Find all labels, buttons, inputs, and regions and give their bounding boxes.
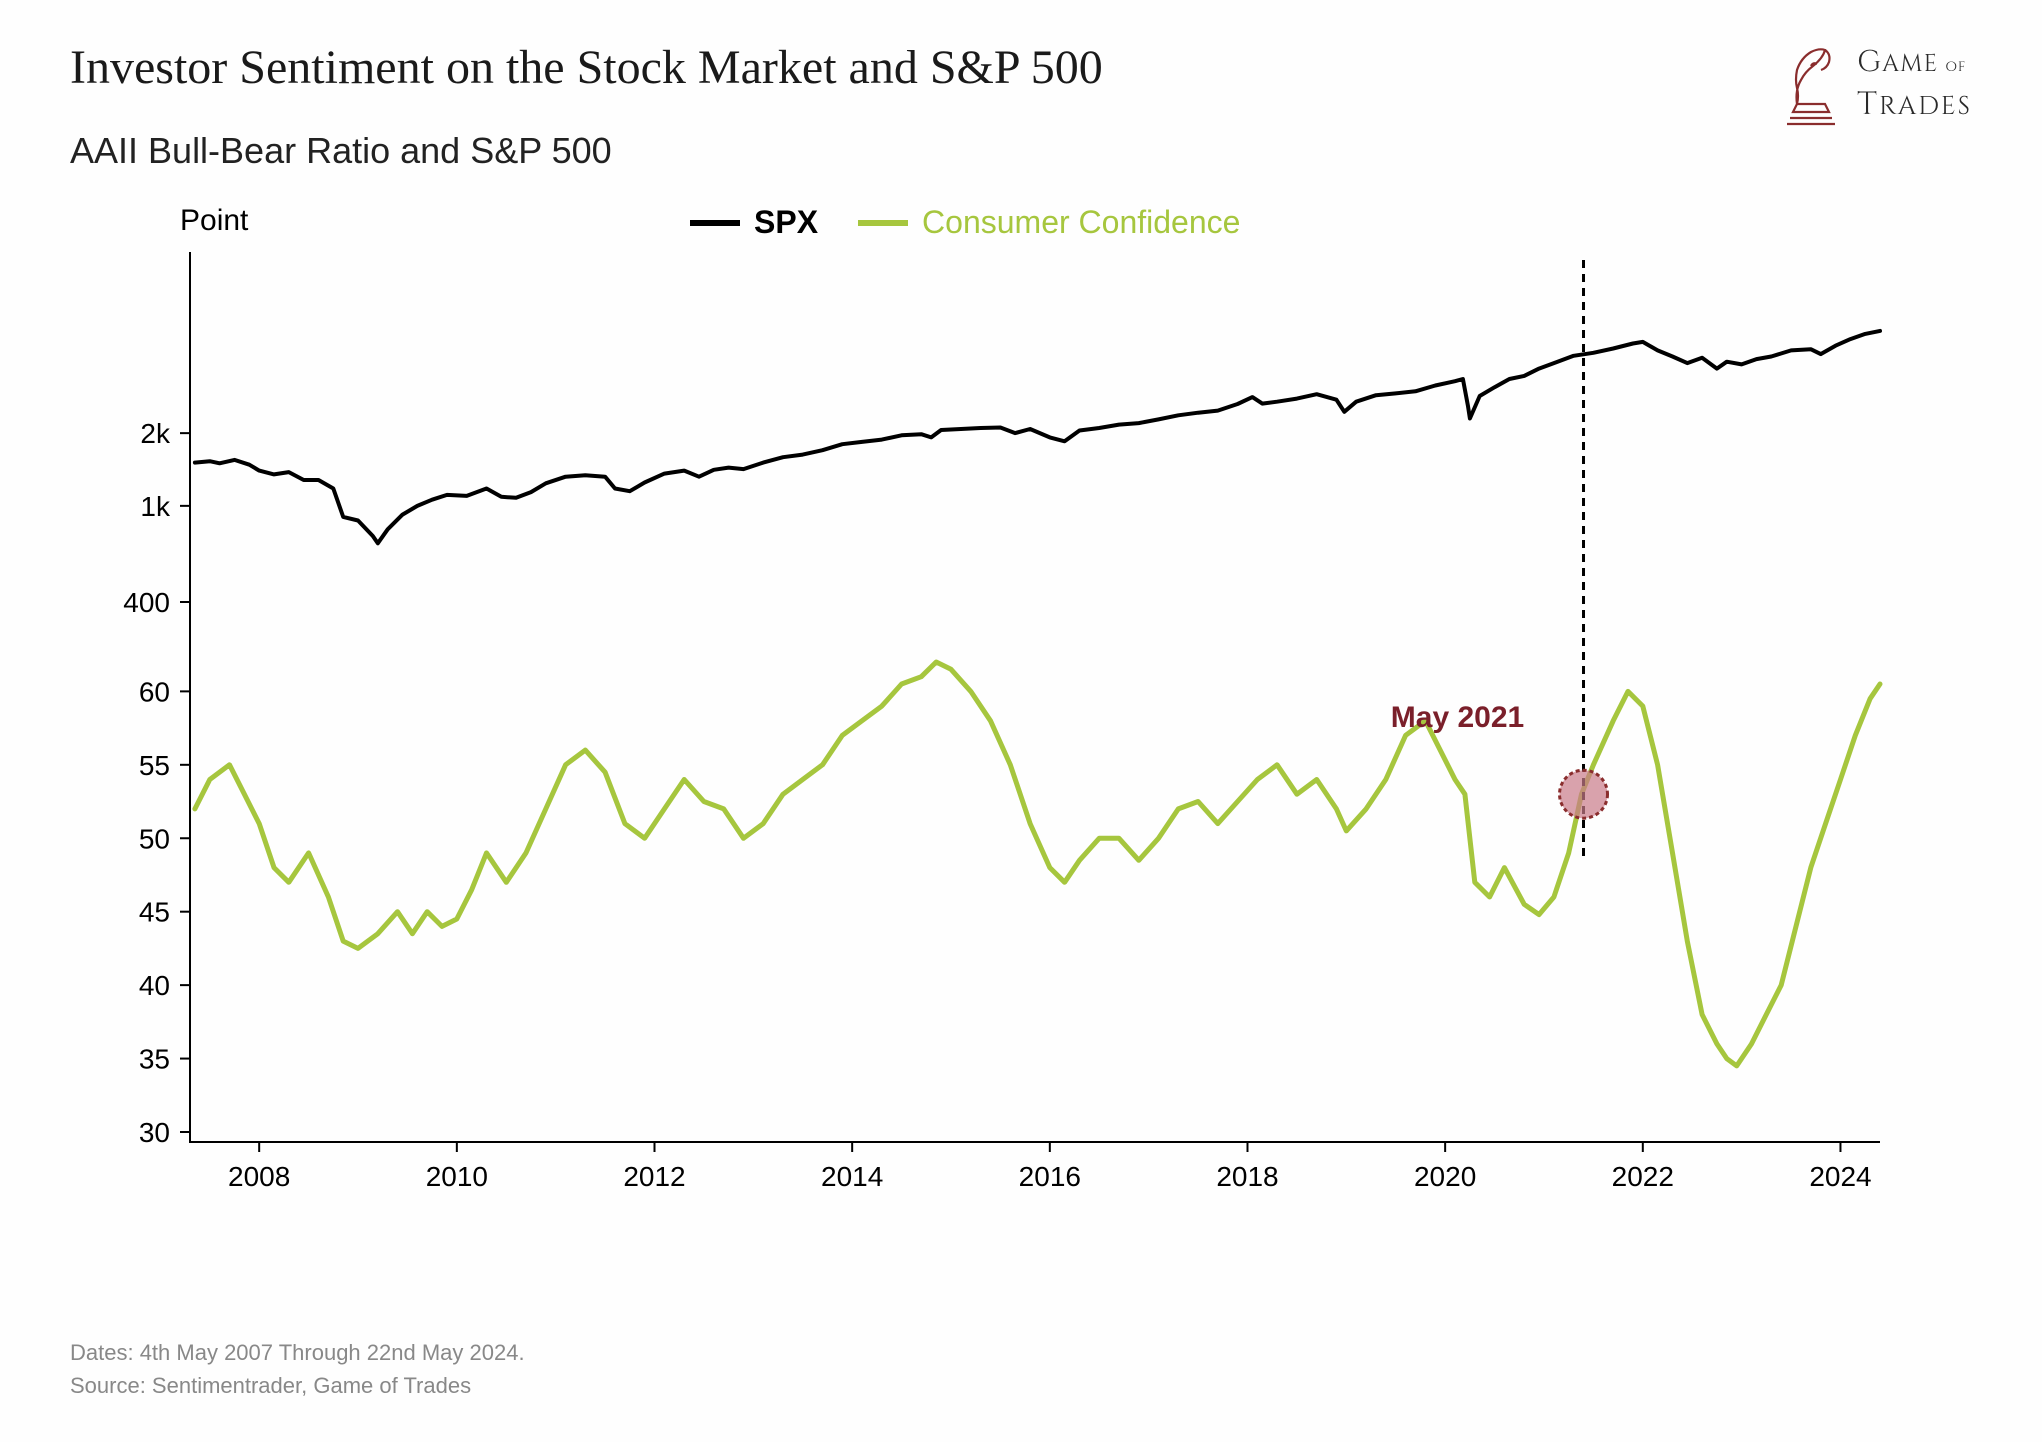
svg-text:400: 400 (123, 587, 170, 618)
legend-label: SPX (754, 204, 818, 241)
svg-text:40: 40 (139, 970, 170, 1001)
svg-text:1k: 1k (140, 491, 171, 522)
legend-swatch (858, 220, 908, 226)
legend: SPX Consumer Confidence (690, 204, 1240, 241)
knight-icon (1775, 40, 1847, 128)
svg-text:2022: 2022 (1612, 1161, 1674, 1192)
y-axis-title: Point (180, 204, 248, 238)
brand-logo: GAME OF TRADES (1775, 40, 1972, 128)
svg-text:2016: 2016 (1019, 1161, 1081, 1192)
svg-text:2k: 2k (140, 418, 171, 449)
legend-item-spx: SPX (690, 204, 818, 241)
line-chart: 400 1k 2k 30 35 40 45 50 55 60 2008 2010 2012 2014 201… (70, 222, 1910, 1202)
svg-text:2018: 2018 (1216, 1161, 1278, 1192)
svg-text:2020: 2020 (1414, 1161, 1476, 1192)
legend-item-confidence: Consumer Confidence (858, 204, 1240, 241)
logo-line1: GAME OF (1857, 43, 1972, 83)
svg-text:55: 55 (139, 750, 170, 781)
chart-title: Investor Sentiment on the Stock Market a… (70, 40, 1103, 95)
chart-subtitle: AAII Bull-Bear Ratio and S&P 500 (70, 130, 1103, 172)
svg-text:2024: 2024 (1809, 1161, 1871, 1192)
svg-text:2010: 2010 (426, 1161, 488, 1192)
svg-text:May 2021: May 2021 (1391, 701, 1524, 734)
svg-text:50: 50 (139, 823, 170, 854)
legend-swatch (690, 220, 740, 226)
logo-line2: TRADES (1857, 83, 1972, 126)
svg-text:45: 45 (139, 897, 170, 928)
legend-label: Consumer Confidence (922, 204, 1240, 241)
footer-source: Source: Sentimentrader, Game of Trades (70, 1369, 525, 1402)
svg-text:2012: 2012 (623, 1161, 685, 1192)
svg-text:35: 35 (139, 1044, 170, 1075)
svg-text:2008: 2008 (228, 1161, 290, 1192)
chart-area: Point SPX Consumer Confidence 4001k2k303… (70, 222, 1972, 1207)
svg-text:2014: 2014 (821, 1161, 883, 1192)
footer-dates: Dates: 4th May 2007 Through 22nd May 202… (70, 1336, 525, 1369)
svg-text:60: 60 (139, 676, 170, 707)
chart-footer: Dates: 4th May 2007 Through 22nd May 202… (70, 1336, 525, 1402)
svg-text:30: 30 (139, 1117, 170, 1148)
